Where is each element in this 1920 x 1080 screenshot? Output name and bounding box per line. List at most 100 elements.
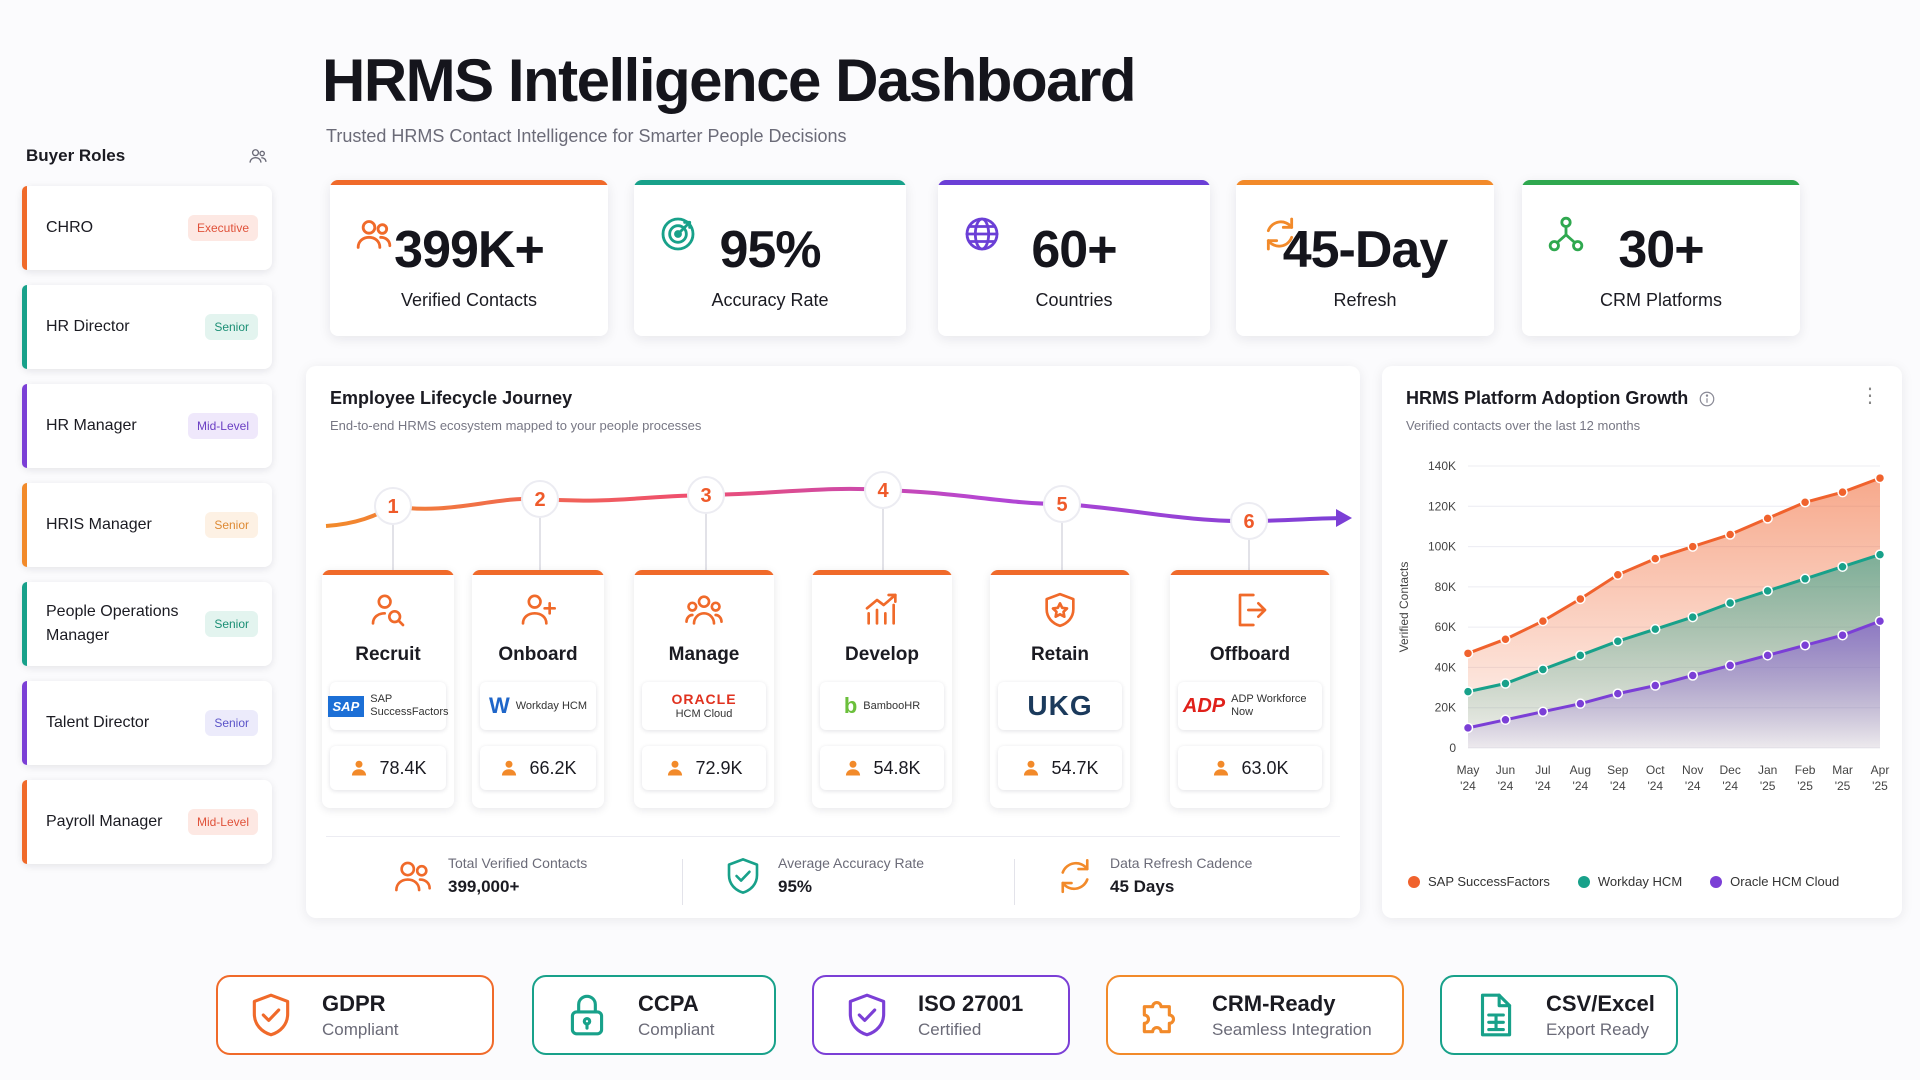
- role-card[interactable]: Payroll Manager Mid-Level: [22, 780, 272, 864]
- data-point[interactable]: [1874, 615, 1886, 627]
- data-point[interactable]: [1650, 680, 1661, 691]
- footer-stat-value: 399,000+: [448, 877, 520, 896]
- vendor-logo: ORACLE: [671, 691, 737, 707]
- kpi-value: 30+: [1618, 221, 1704, 279]
- data-point[interactable]: [1799, 497, 1811, 508]
- data-point[interactable]: [1874, 472, 1886, 484]
- compliance-title: CSV/Excel: [1546, 990, 1655, 1016]
- data-point[interactable]: [1500, 678, 1511, 689]
- footer-stat-text: Data Refresh Cadence 45 Days: [1110, 855, 1252, 897]
- role-label: HR Manager: [46, 417, 137, 434]
- lifecycle-panel: Employee Lifecycle Journey End-to-end HR…: [306, 366, 1360, 918]
- role-card[interactable]: HRIS Manager Senior: [22, 483, 272, 567]
- compliance-title: GDPR: [322, 990, 386, 1016]
- person-icon: [499, 758, 519, 778]
- data-point[interactable]: [1799, 640, 1811, 651]
- stage-card[interactable]: Develop b BambooHR 54.8K: [812, 570, 952, 808]
- data-point[interactable]: [1537, 706, 1549, 717]
- vendor-name: BambooHR: [863, 699, 921, 712]
- data-point[interactable]: [1799, 573, 1811, 585]
- users-icon[interactable]: [248, 146, 268, 166]
- data-point[interactable]: [1724, 660, 1736, 671]
- role-label: CHRO: [46, 219, 94, 236]
- x-tick-label: Dec '24: [1720, 763, 1741, 793]
- person-icon: [349, 758, 369, 778]
- vendor-logo-box: UKG: [998, 682, 1122, 730]
- stage-accent-bar: [812, 570, 952, 575]
- lifecycle-subtitle: End-to-end HRMS ecosystem mapped to your…: [330, 418, 702, 433]
- data-point[interactable]: [1462, 686, 1474, 697]
- role-card[interactable]: Talent Director Senior: [22, 681, 272, 765]
- stage-card[interactable]: Retain UKG 54.7K: [990, 570, 1130, 808]
- x-tick-label: Feb '25: [1795, 763, 1816, 793]
- legend-swatch: [1577, 875, 1590, 888]
- data-point[interactable]: [1762, 650, 1773, 661]
- data-point[interactable]: [1650, 553, 1661, 564]
- step-number: 1: [387, 496, 398, 518]
- step-marker: 1: [374, 487, 412, 525]
- kpi-value: 399K+: [394, 221, 545, 279]
- role-card[interactable]: HR Manager Mid-Level: [22, 384, 272, 468]
- stage-card[interactable]: Manage ORACLE HCM Cloud 72.9K: [634, 570, 774, 808]
- data-point[interactable]: [1612, 569, 1624, 581]
- journey-path: 1 2 3 4 5 6: [325, 471, 1352, 570]
- stage-card[interactable]: Onboard W Workday HCM 66.2K: [472, 570, 604, 808]
- data-point[interactable]: [1724, 529, 1736, 540]
- data-point[interactable]: [1724, 597, 1736, 609]
- data-point[interactable]: [1650, 623, 1661, 635]
- seniority-badge: Senior: [205, 611, 258, 637]
- data-point[interactable]: [1462, 722, 1474, 734]
- kpi-label: Countries: [1035, 290, 1113, 310]
- data-point[interactable]: [1462, 648, 1474, 659]
- kpi-label: Refresh: [1333, 290, 1397, 310]
- data-point[interactable]: [1762, 513, 1773, 524]
- refresh-icon: [1260, 214, 1300, 254]
- stage-name: Offboard: [1209, 644, 1291, 665]
- stage-card[interactable]: Offboard ADP ADP Workforce Now 63.0K: [1170, 570, 1330, 808]
- data-point[interactable]: [1874, 549, 1886, 560]
- data-point[interactable]: [1575, 650, 1586, 661]
- stage-accent-bar: [990, 570, 1130, 575]
- data-point[interactable]: [1612, 688, 1624, 699]
- legend-item[interactable]: Workday HCM: [1577, 874, 1682, 889]
- legend-item[interactable]: SAP SuccessFactors: [1408, 874, 1550, 889]
- data-point[interactable]: [1687, 670, 1698, 681]
- x-tick-label: Mar '25: [1832, 763, 1853, 793]
- shield-star-icon: [1040, 590, 1080, 630]
- role-card[interactable]: CHRO Executive: [22, 186, 272, 270]
- role-card[interactable]: People Operations Manager Senior: [22, 582, 272, 666]
- network-icon: [1546, 214, 1586, 254]
- stage-card[interactable]: Recruit SAP SAP SuccessFactors 78.4K: [322, 570, 454, 808]
- data-point[interactable]: [1762, 585, 1773, 597]
- compliance-badge: CRM-Ready Seamless Integration: [1106, 975, 1404, 1055]
- data-point[interactable]: [1500, 714, 1511, 726]
- data-point[interactable]: [1575, 593, 1586, 605]
- data-point[interactable]: [1837, 486, 1848, 498]
- data-point[interactable]: [1687, 611, 1698, 623]
- data-point[interactable]: [1687, 541, 1698, 552]
- x-tick-label: Jul '24: [1535, 763, 1551, 793]
- buyer-roles-sidebar: Buyer Roles CHRO Executive HR Director Seni…: [22, 140, 272, 879]
- footer-divider: [1014, 859, 1015, 905]
- data-point[interactable]: [1575, 698, 1586, 709]
- data-point[interactable]: [1500, 633, 1511, 645]
- adoption-chart-panel: HRMS Platform Adoption Growth ⋮ Verified…: [1382, 366, 1902, 918]
- seniority-badge: Mid-Level: [187, 413, 258, 439]
- y-axis-label: Verified Contacts: [1397, 562, 1411, 653]
- footer-stat-label: Average Accuracy Rate: [778, 855, 925, 871]
- role-card[interactable]: HR Director Senior: [22, 285, 272, 369]
- kpi-label: Accuracy Rate: [711, 290, 829, 310]
- data-point[interactable]: [1537, 664, 1549, 675]
- data-point[interactable]: [1837, 561, 1848, 572]
- data-point[interactable]: [1837, 629, 1848, 641]
- kpi-card: 95% Accuracy Rate: [634, 180, 906, 336]
- legend-item[interactable]: Oracle HCM Cloud: [1710, 874, 1839, 889]
- data-point[interactable]: [1612, 635, 1624, 647]
- contact-count: 78.4K: [379, 757, 427, 778]
- info-icon[interactable]: [1698, 390, 1716, 408]
- compliance-title: ISO 27001: [918, 990, 1024, 1016]
- series-line: [1467, 553, 1881, 694]
- data-point[interactable]: [1537, 615, 1549, 627]
- journey-arrowhead: [1336, 509, 1352, 527]
- kebab-menu-icon[interactable]: ⋮: [1860, 385, 1880, 407]
